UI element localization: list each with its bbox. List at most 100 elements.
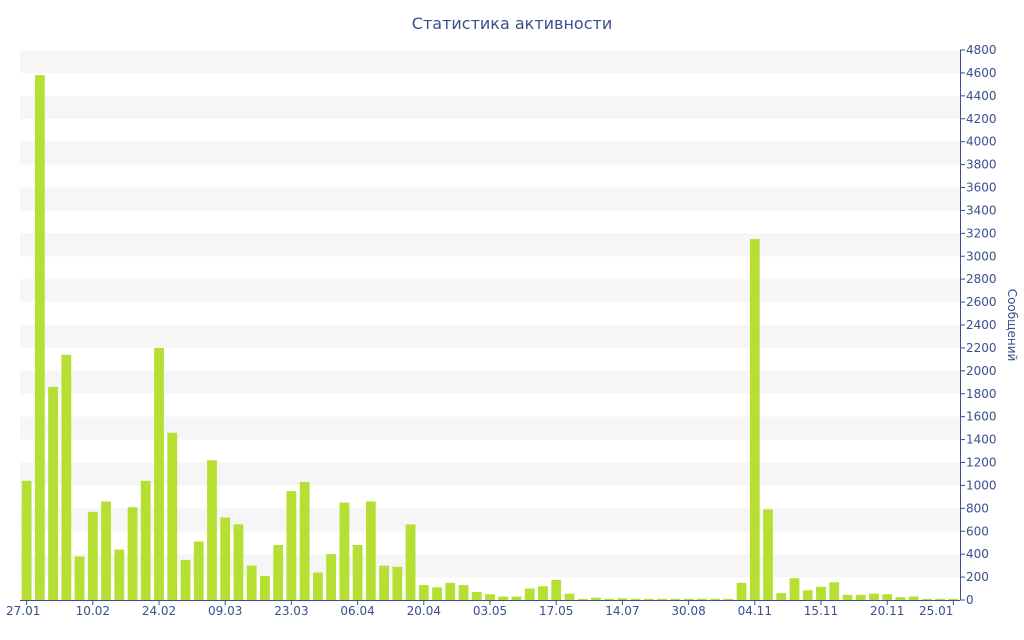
bar: [48, 386, 58, 601]
bar: [538, 586, 548, 600]
bar: [21, 480, 32, 600]
bar: [154, 347, 164, 600]
bar: [260, 575, 270, 600]
bar: [895, 597, 906, 600]
x-tick-label: 30.08: [671, 604, 705, 618]
y-tick-label: 3200: [966, 226, 997, 240]
grid-band: [20, 279, 960, 303]
bar: [908, 596, 919, 600]
bar: [789, 578, 800, 600]
bar: [485, 594, 495, 600]
bar: [365, 501, 376, 600]
bar: [379, 565, 389, 601]
grid-band: [20, 370, 960, 394]
bar: [802, 590, 813, 600]
bar: [948, 598, 959, 600]
y-tick-label: 600: [966, 524, 989, 538]
y-tick-label: 2600: [966, 295, 997, 309]
bar: [524, 588, 535, 600]
y-axis-label: Сообщений: [1005, 288, 1019, 362]
bar: [273, 545, 284, 600]
bar: [233, 524, 244, 601]
bar: [61, 354, 72, 600]
y-tick-label: 2000: [966, 364, 997, 378]
y-tick-label: 3800: [966, 158, 997, 172]
bar: [220, 517, 231, 600]
grid-band: [20, 233, 960, 257]
grid-band: [20, 50, 960, 73]
y-tick-label: 1800: [966, 387, 997, 401]
bar: [617, 598, 628, 600]
bar: [392, 566, 403, 600]
y-tick-label: 0: [966, 593, 974, 607]
x-tick-label: 03.05: [473, 604, 507, 618]
y-tick-label: 800: [966, 501, 989, 515]
bar: [127, 507, 138, 600]
x-tick-label: 20.11: [870, 604, 904, 618]
grid-band: [20, 95, 960, 119]
bar: [763, 509, 773, 600]
y-tick-label: 1200: [966, 456, 997, 470]
bar: [683, 598, 694, 600]
bar: [286, 491, 297, 600]
y-tick-label: 4200: [966, 112, 997, 126]
bar: [74, 556, 85, 600]
bar: [432, 587, 442, 600]
bars: [21, 75, 959, 601]
bar: [630, 598, 641, 600]
bar: [829, 582, 840, 600]
bar: [816, 586, 826, 600]
y-tick-label: 1000: [966, 478, 997, 492]
bar: [445, 582, 456, 600]
x-tick-label: 06.04: [340, 604, 374, 618]
grid-band: [20, 508, 960, 532]
bar: [207, 460, 217, 600]
x-tick-label: 23.03: [274, 604, 308, 618]
x-tick-label: 15.11: [804, 604, 838, 618]
x-tick-label: 17.05: [539, 604, 573, 618]
bar: [670, 598, 681, 600]
chart-title: Статистика активности: [411, 14, 613, 33]
y-tick-label: 400: [966, 547, 989, 561]
bar: [551, 579, 562, 600]
bar: [405, 524, 416, 601]
bar: [710, 598, 720, 600]
bar: [604, 598, 615, 600]
bar: [167, 432, 178, 600]
y-tick-label: 4800: [966, 43, 997, 57]
bar: [140, 480, 151, 600]
bar: [842, 594, 853, 600]
grid-band: [20, 187, 960, 211]
bar: [591, 597, 601, 600]
x-axis-ticks: 27.01 10.02 24.02 09.03 23.03 06.04 20.04 03.05…: [6, 600, 954, 618]
x-tick-label: 09.03: [208, 604, 242, 618]
y-tick-label: 200: [966, 570, 989, 584]
bar: [511, 596, 522, 600]
bar: [352, 545, 363, 600]
y-tick-label: 3600: [966, 181, 997, 195]
bar: [577, 598, 588, 600]
bar: [723, 598, 734, 600]
grid-band: [20, 416, 960, 440]
x-tick-label: 04.11: [738, 604, 772, 618]
bar: [34, 75, 45, 600]
bar: [339, 502, 350, 600]
x-tick-label: 24.02: [142, 604, 176, 618]
x-tick-label: 14.07: [605, 604, 639, 618]
bar: [101, 501, 111, 600]
x-tick-label: 20.04: [407, 604, 441, 618]
bar: [935, 598, 946, 600]
y-tick-label: 2200: [966, 341, 997, 355]
y-tick-label: 1400: [966, 433, 997, 447]
y-tick-label: 3400: [966, 203, 997, 217]
x-tick-label: 25.01: [919, 604, 953, 618]
bar: [312, 572, 323, 600]
bar: [498, 596, 509, 600]
y-tick-label: 2800: [966, 272, 997, 286]
bar: [749, 239, 760, 600]
grid-bands: [20, 50, 960, 578]
y-tick-label: 4400: [966, 89, 997, 103]
bar: [471, 591, 482, 600]
